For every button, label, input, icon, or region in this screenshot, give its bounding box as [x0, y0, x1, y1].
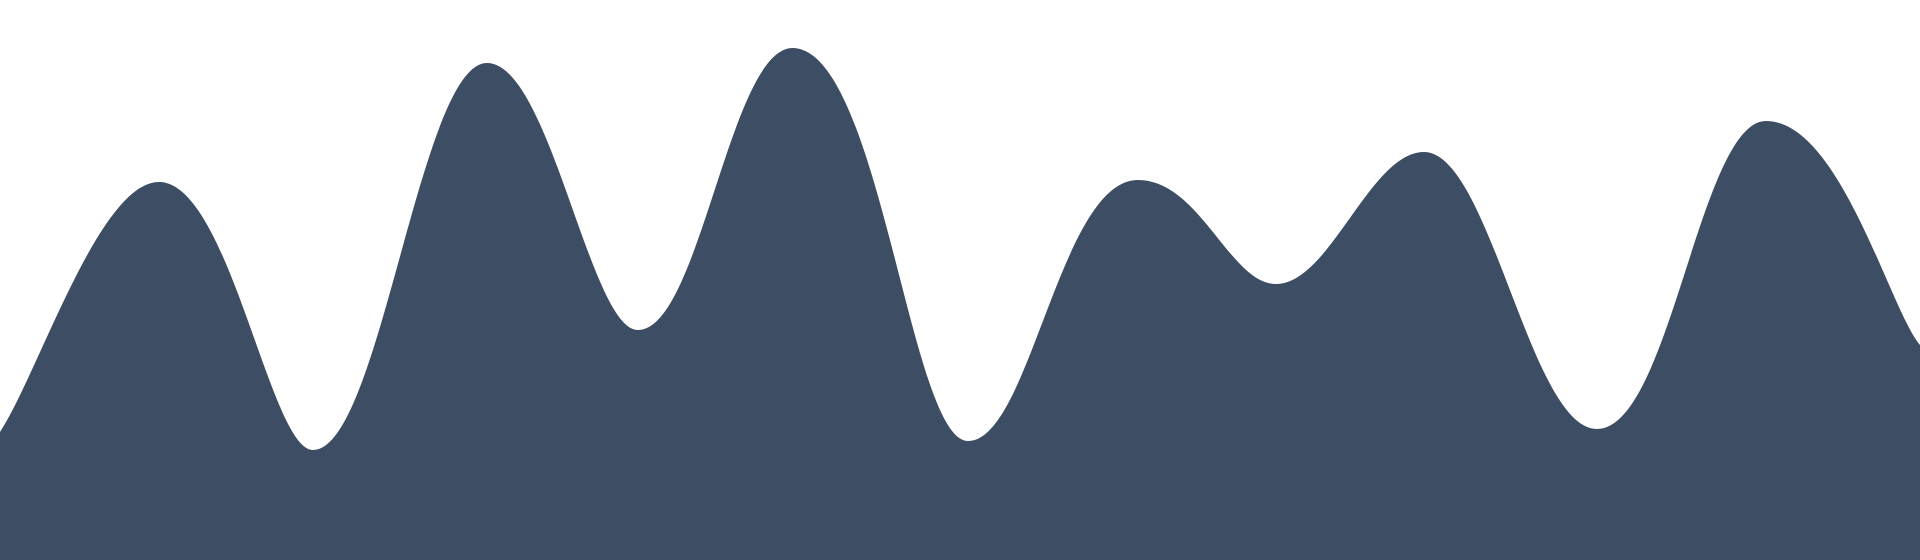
wave-shape	[0, 47, 1920, 560]
